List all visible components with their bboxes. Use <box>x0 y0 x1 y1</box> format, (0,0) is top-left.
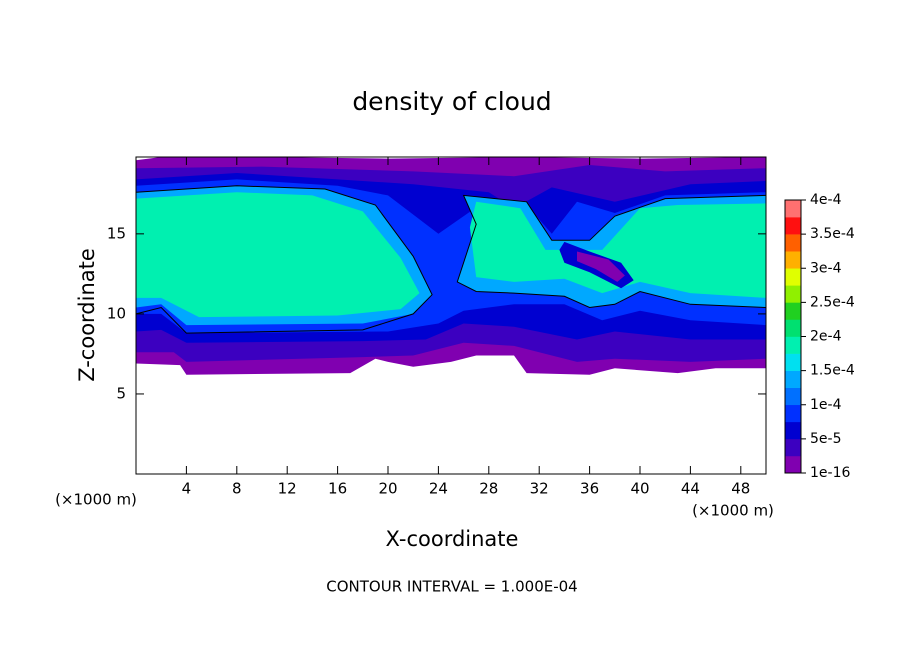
contour-interval: CONTOUR INTERVAL = 1.000E-04 <box>326 578 577 596</box>
chart-title: density of cloud <box>352 87 551 116</box>
x-tick-label: 16 <box>328 480 347 498</box>
x-tick-label: 4 <box>182 480 192 498</box>
x-tick-label: 28 <box>479 480 498 498</box>
x-tick-label: 40 <box>630 480 649 498</box>
colorbar-label: 2.5e-4 <box>810 294 855 310</box>
colorbar-label: 5e-5 <box>810 431 841 447</box>
colorbar-swatch <box>785 370 801 388</box>
colorbar-swatch <box>785 404 801 423</box>
contour-line <box>456 194 767 309</box>
colorbar-swatch <box>785 319 801 337</box>
x-axis-label: X-coordinate <box>386 527 519 551</box>
y-tick-label: 10 <box>107 304 126 322</box>
colorbar-swatch <box>785 268 801 286</box>
colorbar-swatch <box>785 217 801 235</box>
colorbar-label: 3.5e-4 <box>810 226 855 242</box>
colorbar-label: 2e-4 <box>810 329 842 345</box>
colorbar-swatch <box>785 353 801 371</box>
colorbar-swatch <box>785 455 801 474</box>
colorbar-swatch <box>785 251 801 269</box>
colorbar-label: 1.5e-4 <box>810 363 855 379</box>
y-tick-label: 15 <box>107 224 126 242</box>
colorbar-swatch <box>785 302 801 320</box>
y-axis-label: Z-coordinate <box>75 248 99 382</box>
x-tick-label: 48 <box>731 480 750 498</box>
colorbar-label: 1e-4 <box>810 397 842 413</box>
x-tick-label: 32 <box>530 480 549 498</box>
colorbar-swatch <box>785 234 801 252</box>
colorbar-swatch <box>785 285 801 303</box>
x-unit-label: (×1000 m) <box>692 502 774 520</box>
colorbar-swatch <box>785 438 801 457</box>
y-unit-label: (×1000 m) <box>55 491 137 509</box>
y-tick-label: 5 <box>116 384 126 402</box>
x-tick-label: 44 <box>681 480 700 498</box>
x-tick-label: 36 <box>580 480 599 498</box>
colorbar-label: 3e-4 <box>810 260 842 276</box>
x-tick-label: 24 <box>429 480 448 498</box>
colorbar-swatch <box>785 336 801 354</box>
colorbar-swatch <box>785 200 801 218</box>
x-tick-label: 12 <box>278 480 297 498</box>
x-tick-label: 8 <box>232 480 242 498</box>
colorbar-swatch <box>785 387 801 406</box>
contour-region <box>469 201 766 298</box>
contour-region <box>577 251 625 282</box>
colorbar-label: 4e-4 <box>810 192 842 208</box>
x-tick-label: 20 <box>378 480 397 498</box>
colorbar-swatch <box>785 421 801 440</box>
axes: 4 8 12 16 20 24 28 32 36 40 44 48510151e-165e-51e-4… <box>107 156 855 498</box>
contour-field <box>135 157 767 375</box>
contour-region <box>136 192 420 318</box>
colorbar-label: 1e-16 <box>810 465 850 481</box>
contour-line <box>135 185 433 334</box>
plot-frame <box>135 156 767 475</box>
